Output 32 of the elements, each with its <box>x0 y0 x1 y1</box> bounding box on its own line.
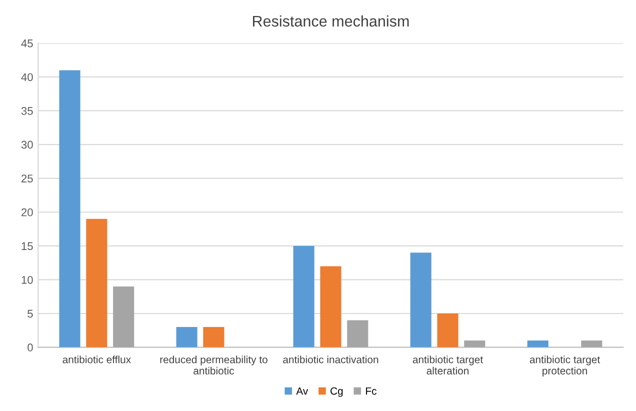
bar <box>59 70 80 348</box>
y-tick-label: 15 <box>22 242 33 250</box>
x-tick-label: antibiotic target protection <box>530 356 600 377</box>
y-tick-label: 45 <box>21 40 33 48</box>
bar <box>176 327 198 348</box>
y-tick-label: 35 <box>21 107 33 115</box>
bar <box>113 286 134 348</box>
x-tick-label: reduced permeability to antibiotic <box>160 356 268 374</box>
y-tick-label: 5 <box>28 310 33 318</box>
legend-label: Av <box>296 387 308 395</box>
x-tick-label: antibiotic inactivation <box>283 356 378 364</box>
bar <box>527 340 548 348</box>
bar <box>86 218 108 348</box>
bar <box>410 252 432 348</box>
y-tick-label: 30 <box>21 140 33 149</box>
y-tick-label: 20 <box>22 208 33 216</box>
bar <box>347 320 368 348</box>
legend-label: Cg <box>330 387 343 397</box>
bar <box>581 340 602 348</box>
y-tick-label: 40 <box>21 73 33 82</box>
bar <box>293 246 314 348</box>
chart-title: Resistance mechanism <box>253 15 409 27</box>
bar <box>464 340 486 348</box>
y-tick-label: 0 <box>28 344 33 352</box>
bar <box>320 266 342 348</box>
x-tick-label: antibiotic efflux <box>62 356 131 364</box>
y-tick-label: 25 <box>22 174 33 182</box>
legend-label: Fc <box>366 387 376 395</box>
bar <box>437 314 458 348</box>
x-tick-label: antibiotic target alteration <box>412 356 483 374</box>
y-tick-label: 10 <box>22 276 33 284</box>
bar <box>203 327 224 348</box>
